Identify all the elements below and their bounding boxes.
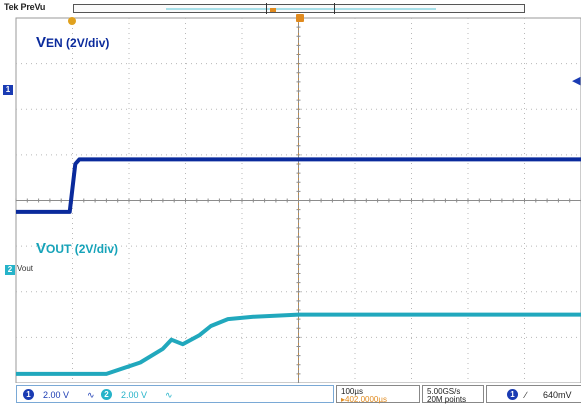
ch2-name-label: Vout [17,264,34,273]
trigger-time-icon [68,17,76,25]
cursor-b-marker[interactable] [334,3,335,14]
ch2-badge[interactable]: 2 [101,389,112,400]
vout-trace [16,312,581,376]
vout-label: VOUT (2V/div) [36,240,119,257]
scope-header: Tek PreVu [0,0,581,18]
trigger-slope-icon: ∕ [525,390,527,400]
ch1-ground-marker[interactable]: 1 [3,85,13,95]
ven-label: VEN (2V/div) [36,34,110,51]
ch2-ground-marker[interactable]: 2 [5,265,15,275]
trigger-position-value: ▸402.0000µs [341,395,387,404]
ch2-scale: 2.00 V [121,390,148,400]
record-view-window [166,8,436,10]
ch1-badge[interactable]: 1 [23,389,34,400]
scope-display [15,17,581,383]
trigger-readout[interactable]: 1 ∕ 640mV [486,385,581,403]
cursor-a-marker[interactable] [266,3,267,14]
brand-label: Tek PreVu [4,2,46,12]
ch1-scale: 2.00 V [43,390,70,400]
trigger-level-icon: ◀ [572,75,581,87]
acquisition-readout[interactable]: 5.00GS/s 20M points [422,385,484,404]
channel-readout[interactable]: 1 2.00 V ∿ 2 2.00 V ∿ [16,385,334,403]
record-length: 20M points [427,395,467,404]
ch2-bw-icon: ∿ [165,390,173,400]
waveforms [16,157,581,376]
ven-trace [16,157,581,214]
trigger-point-icon [296,14,304,22]
status-bar: 1 2.00 V ∿ 2 2.00 V ∿ 100µs ▸402.0000µs … [0,383,581,405]
trigger-level: 640mV [543,390,572,400]
trigger-source-badge[interactable]: 1 [507,389,518,400]
trigger-position-marker [270,8,276,12]
timebase-value: 100µs [341,387,363,396]
timebase-readout[interactable]: 100µs ▸402.0000µs [336,385,420,404]
sample-rate: 5.00GS/s [427,387,461,396]
ch1-bw-icon: ∿ [87,390,95,400]
graticule [15,17,581,383]
